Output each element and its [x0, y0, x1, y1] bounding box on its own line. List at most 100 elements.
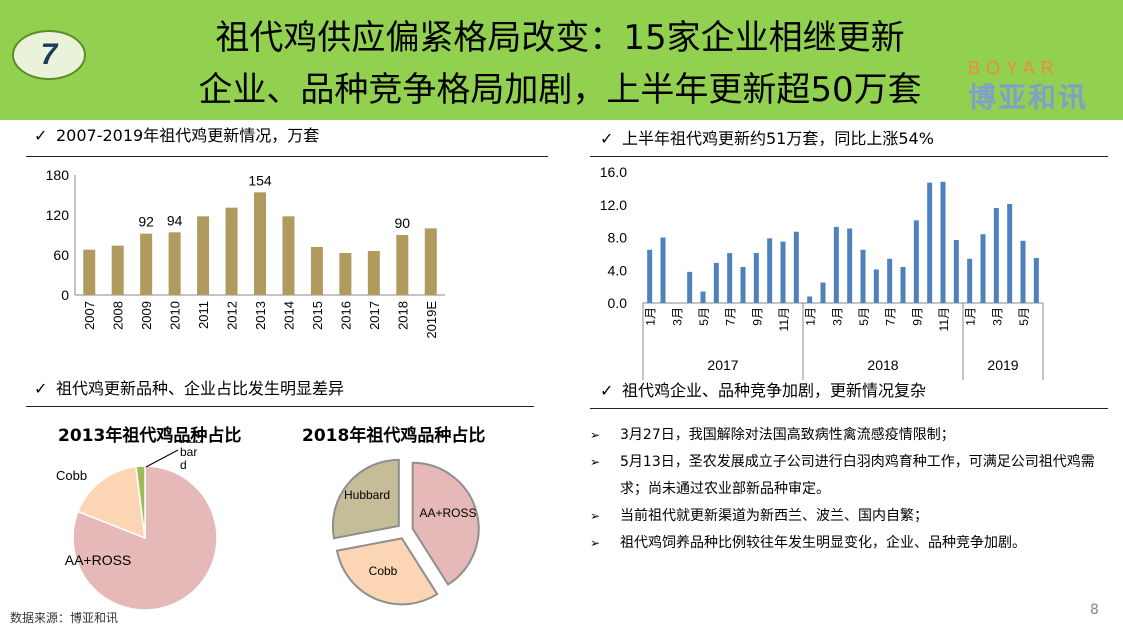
y-tick-label: 60 — [53, 247, 69, 263]
x-tick-label: 2008 — [111, 301, 126, 330]
bar — [873, 269, 879, 303]
bar — [713, 262, 719, 303]
bar — [700, 291, 706, 303]
bullet-list: ➢ 3月27日，我国解除对法国高致病性禽流感疫情限制； ➢ 5月13日，圣农发展成立… — [590, 422, 1105, 557]
group-label: 2019 — [987, 357, 1018, 373]
slice-label: Cobb — [369, 564, 398, 578]
slice-label: AA+ROSS — [65, 552, 132, 568]
data-label: 92 — [138, 214, 154, 230]
x-tick-label: 3月 — [830, 307, 844, 326]
bar — [83, 249, 96, 295]
bar — [860, 249, 866, 303]
x-tick-label: 2018 — [395, 301, 410, 330]
bar — [913, 220, 919, 303]
divider — [26, 406, 534, 407]
x-tick-label: 2014 — [281, 301, 296, 330]
divider — [590, 408, 1108, 409]
bar — [727, 253, 733, 303]
section-heading-breeds: ✓ 祖代鸡更新品种、企业占比发生明显差异 — [34, 379, 345, 398]
bar — [647, 249, 653, 303]
bar — [780, 241, 786, 303]
section-heading-monthly: ✓ 上半年祖代鸡更新约51万套，同比上涨54% — [600, 129, 934, 148]
page-number: 8 — [1090, 602, 1099, 618]
arrow-bullet-icon: ➢ — [590, 536, 601, 550]
pie-slice — [331, 458, 400, 540]
slice-label: AA+ROSS — [419, 506, 476, 520]
y-tick-label: 12.0 — [600, 197, 627, 213]
arrow-bullet-icon: ➢ — [590, 509, 601, 523]
pie-chart-2018: AA+ROSS Cobb Hubbard — [331, 458, 480, 606]
bar — [940, 181, 946, 303]
bar — [424, 228, 437, 295]
monthly-renewal-bar-chart: 0.0 4.0 8.0 12.0 16.0 1月 3月 5月 7月 9月 11月 1月 3月 5月 7月 9月… — [600, 164, 1044, 380]
list-item: ➢ 3月27日，我国解除对法国高致病性禽流感疫情限制； — [590, 422, 1105, 449]
pie-slice — [135, 465, 146, 539]
check-icon: ✓ — [600, 381, 614, 400]
x-tick-label: 1月 — [804, 307, 818, 326]
bar — [687, 271, 693, 303]
bar — [953, 239, 959, 303]
x-tick-label: 3月 — [990, 307, 1004, 326]
bar — [833, 226, 839, 303]
x-tick-label: 2017 — [367, 301, 382, 330]
x-tick-label: 2016 — [338, 301, 353, 330]
x-tick-label: 1月 — [644, 307, 658, 326]
bar — [396, 235, 409, 295]
x-tick-label: 3月 — [670, 307, 684, 326]
x-tick-label: 2019E — [424, 301, 439, 339]
divider — [590, 156, 1108, 157]
bar — [197, 216, 210, 295]
arrow-bullet-icon: ➢ — [590, 428, 601, 442]
bar — [282, 216, 295, 295]
x-tick-label: 7月 — [724, 307, 738, 326]
bar — [887, 258, 893, 303]
bar — [767, 238, 773, 303]
bar — [1007, 203, 1013, 303]
section-heading-annual: ✓ 2007-2019年祖代鸡更新情况，万套 — [34, 126, 320, 145]
x-tick-label: 5月 — [1017, 307, 1031, 326]
y-tick-label: 4.0 — [608, 262, 628, 278]
pie-slice — [335, 537, 439, 606]
bar — [140, 233, 153, 295]
x-tick-label: 1月 — [964, 307, 978, 326]
bar — [339, 253, 352, 295]
x-tick-label: 2009 — [139, 301, 154, 330]
slice-label: Cobb — [56, 468, 87, 483]
divider — [26, 156, 548, 157]
x-tick-label: 5月 — [857, 307, 871, 326]
check-icon: ✓ — [600, 129, 614, 148]
x-tick-label: 2010 — [168, 301, 183, 330]
x-tick-label: 9月 — [910, 307, 924, 326]
bar — [807, 296, 813, 303]
bar — [793, 231, 799, 303]
x-tick-label: 2015 — [310, 301, 325, 330]
x-tick-label: 11月 — [777, 307, 791, 331]
bar — [111, 245, 124, 295]
data-label: 94 — [167, 212, 183, 228]
arrow-bullet-icon: ➢ — [590, 455, 601, 469]
list-item: ➢ 当前祖代就更新渠道为新西兰、波兰、国内自繁； — [590, 503, 1105, 530]
y-tick-label: 16.0 — [600, 164, 627, 180]
group-label: 2018 — [867, 357, 898, 373]
data-source: 数据来源：博亚和讯 — [10, 611, 119, 625]
leader-line — [145, 449, 179, 468]
x-tick-label: 2011 — [196, 301, 211, 329]
check-icon: ✓ — [34, 379, 48, 398]
check-icon: ✓ — [34, 126, 48, 145]
pie-slice — [411, 461, 480, 586]
slice-label: Hubbard — [180, 440, 202, 472]
bar — [1033, 257, 1039, 303]
x-tick-label: 11月 — [937, 307, 951, 331]
pie-chart-2013: AA+ROSS Cobb Hubbard — [56, 440, 218, 611]
y-tick-label: 8.0 — [608, 230, 628, 246]
bar — [225, 207, 238, 295]
section-heading-competition: ✓ 祖代鸡企业、品种竞争加剧，更新情况复杂 — [600, 381, 927, 400]
x-tick-label: 2013 — [253, 301, 268, 330]
slide-title-line2: 企业、品种竞争格局加剧，上半年更新超50万套 — [198, 70, 922, 110]
bar — [310, 247, 323, 295]
y-tick-label: 0 — [61, 287, 69, 303]
x-tick-label: 2012 — [225, 301, 240, 330]
data-label: 154 — [248, 172, 272, 188]
x-tick-label: 5月 — [697, 307, 711, 326]
brand-logo-en: BOYAR — [968, 58, 1060, 78]
